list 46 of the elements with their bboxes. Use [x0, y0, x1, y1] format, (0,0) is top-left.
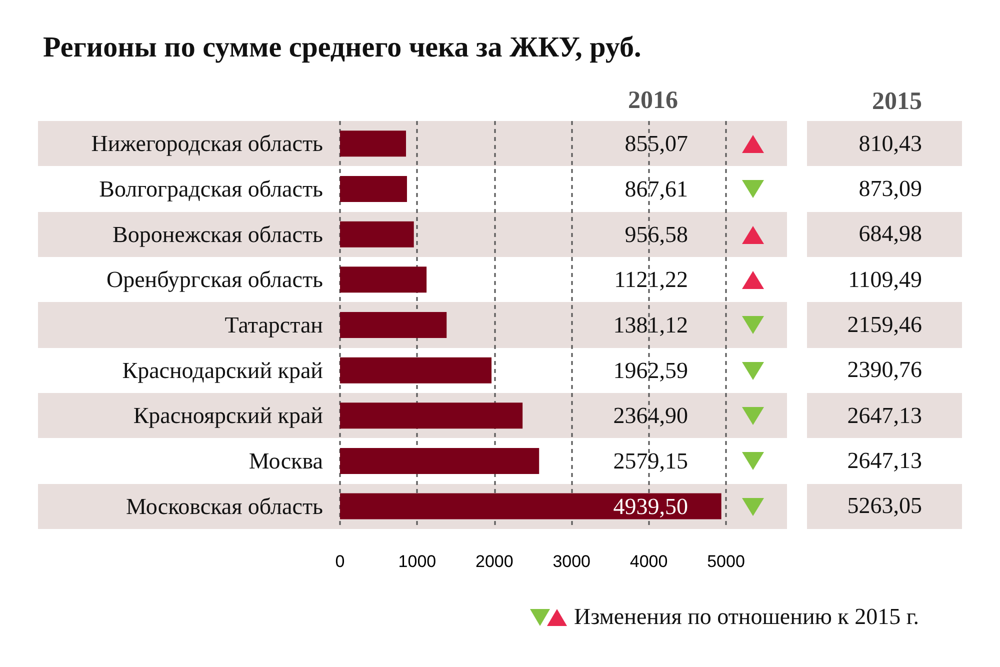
data-label: 1381,12 — [613, 312, 688, 338]
data-label: 956,58 — [624, 222, 688, 247]
text: 2159,46 — [807, 302, 962, 348]
text: 2016 — [628, 87, 678, 114]
data-label: 1121,22 — [614, 267, 688, 292]
bar — [340, 221, 414, 248]
text: 2647,13 — [846, 446, 923, 475]
text: 810,43 — [807, 121, 962, 166]
data-label: 1962,59 — [613, 358, 688, 383]
y-tick-label: Красноярский край — [133, 403, 323, 428]
text: 2390,76 — [846, 356, 923, 384]
data-label: 855,07 — [624, 131, 688, 156]
bar — [340, 176, 407, 202]
text: 5263,05 — [807, 484, 962, 529]
x-tick-label: 4000 — [630, 552, 668, 571]
data-label: 2579,15 — [613, 448, 688, 474]
y-tick-label: Оренбургская область — [106, 267, 323, 292]
text: 2015 — [872, 88, 922, 116]
text: 873,09 — [858, 174, 923, 203]
bar — [340, 130, 406, 157]
y-tick-label: Татарстан — [224, 312, 323, 338]
x-tick-label: 5000 — [707, 552, 745, 571]
bar — [340, 402, 523, 429]
y-tick-label: Воронежская область — [112, 222, 323, 247]
text: 1109,49 — [847, 266, 923, 294]
x-tick-label: 0 — [335, 552, 345, 571]
data-label: 867,61 — [624, 176, 688, 202]
bar — [340, 493, 722, 520]
text: 2647,13 — [807, 392, 962, 438]
y-tick-label: Нижегородская область — [91, 131, 323, 156]
y-tick-label: Москва — [248, 448, 323, 474]
data-label: 4939,50 — [613, 494, 688, 519]
text: Изменения по отношению к 2015 г. — [574, 604, 919, 630]
x-tick-label: 2000 — [475, 552, 514, 571]
y-tick-label: Краснодарский край — [122, 358, 323, 383]
data-label: 2364,90 — [613, 403, 688, 428]
y-tick-label: Московская область — [126, 494, 323, 519]
x-tick-label: 3000 — [552, 552, 591, 571]
text: 684,98 — [807, 212, 962, 257]
bar — [340, 312, 447, 338]
bar — [340, 357, 492, 384]
y-tick-label: Волгоградская область — [99, 176, 323, 202]
bar — [340, 266, 427, 293]
chart-title: Регионы по сумме среднего чека за ЖКУ, руб. — [43, 32, 642, 64]
bar — [340, 448, 540, 474]
x-tick-label: 1000 — [398, 552, 436, 571]
